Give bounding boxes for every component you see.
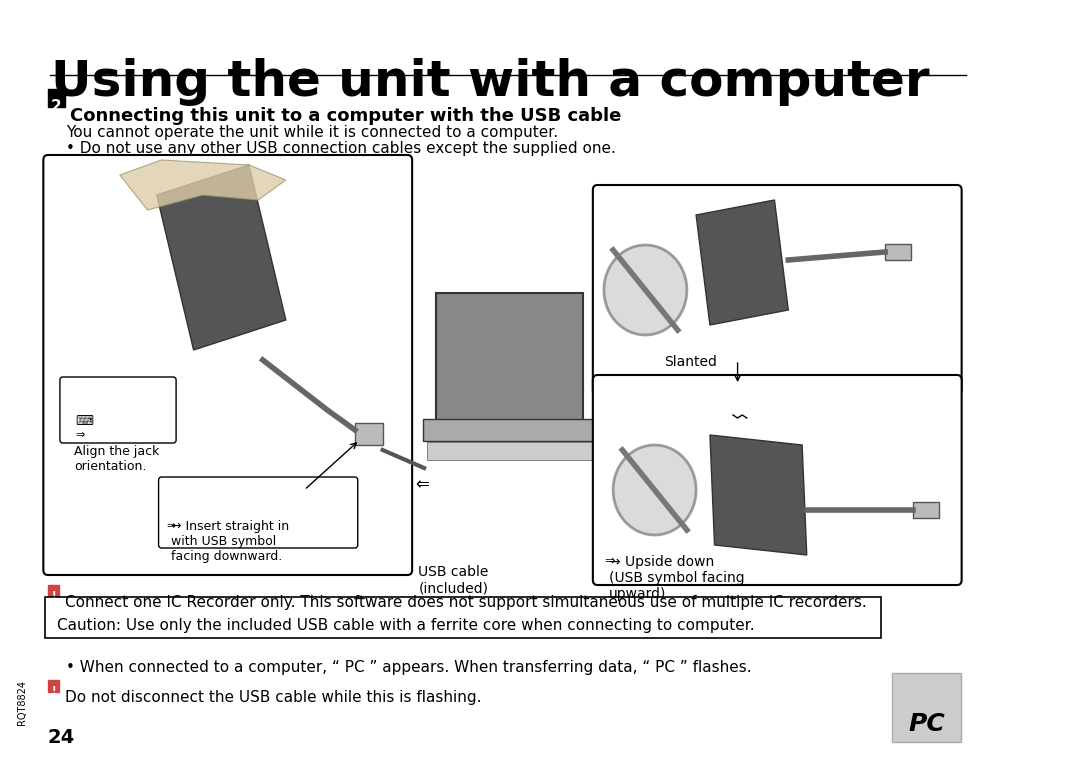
Text: !: ! <box>51 591 56 601</box>
Text: USB cable
(included): USB cable (included) <box>418 565 489 595</box>
Text: ⇒: ⇒ <box>166 521 175 531</box>
FancyBboxPatch shape <box>48 680 59 692</box>
FancyBboxPatch shape <box>45 597 880 638</box>
Circle shape <box>613 445 697 535</box>
Text: ⇒: ⇒ <box>76 430 85 440</box>
Text: → Insert straight in
with USB symbol
facing downward.: → Insert straight in with USB symbol fac… <box>171 520 288 563</box>
Text: ⇒: ⇒ <box>604 555 615 568</box>
FancyBboxPatch shape <box>886 244 910 260</box>
FancyBboxPatch shape <box>913 502 939 518</box>
FancyBboxPatch shape <box>59 377 176 443</box>
FancyBboxPatch shape <box>48 89 65 107</box>
Polygon shape <box>710 435 807 555</box>
FancyBboxPatch shape <box>436 293 583 427</box>
Text: 2: 2 <box>51 99 62 114</box>
Text: Align the jack
orientation.: Align the jack orientation. <box>73 445 159 473</box>
Text: You cannot operate the unit while it is connected to a computer.: You cannot operate the unit while it is … <box>66 125 558 140</box>
Text: Do not disconnect the USB cable while this is flashing.: Do not disconnect the USB cable while th… <box>65 690 481 705</box>
Text: • When connected to a computer, “ PC ” appears. When transferring data, “ PC ” f: • When connected to a computer, “ PC ” a… <box>66 660 752 675</box>
Text: Caution: Use only the included USB cable with a ferrite core when connecting to : Caution: Use only the included USB cable… <box>57 618 755 633</box>
Circle shape <box>604 245 687 335</box>
Polygon shape <box>697 200 788 325</box>
FancyBboxPatch shape <box>724 390 750 405</box>
FancyBboxPatch shape <box>593 375 961 585</box>
FancyBboxPatch shape <box>892 673 961 742</box>
FancyBboxPatch shape <box>593 185 961 395</box>
Text: PC: PC <box>908 712 945 736</box>
Text: Connect one IC Recorder only. This software does not support simultaneous use of: Connect one IC Recorder only. This softw… <box>65 595 866 610</box>
FancyBboxPatch shape <box>43 155 413 575</box>
Text: RQT8824: RQT8824 <box>16 680 27 725</box>
Text: Connecting this unit to a computer with the USB cable: Connecting this unit to a computer with … <box>70 107 621 125</box>
Text: Using the unit with a computer: Using the unit with a computer <box>51 58 929 106</box>
FancyBboxPatch shape <box>159 477 357 548</box>
FancyBboxPatch shape <box>355 423 382 445</box>
Text: → Upside down
(USB symbol facing
upward): → Upside down (USB symbol facing upward) <box>608 555 744 601</box>
Text: !: ! <box>51 686 56 696</box>
Text: ⇐: ⇐ <box>415 475 429 493</box>
FancyBboxPatch shape <box>48 585 59 597</box>
FancyBboxPatch shape <box>423 419 595 441</box>
Polygon shape <box>157 165 286 350</box>
Text: • Do not use any other USB connection cables except the supplied one.: • Do not use any other USB connection ca… <box>66 141 617 156</box>
Text: Slanted: Slanted <box>664 355 717 369</box>
Polygon shape <box>120 160 286 210</box>
FancyBboxPatch shape <box>427 442 593 460</box>
Text: 24: 24 <box>48 728 76 747</box>
Text: ⌨: ⌨ <box>76 415 94 428</box>
